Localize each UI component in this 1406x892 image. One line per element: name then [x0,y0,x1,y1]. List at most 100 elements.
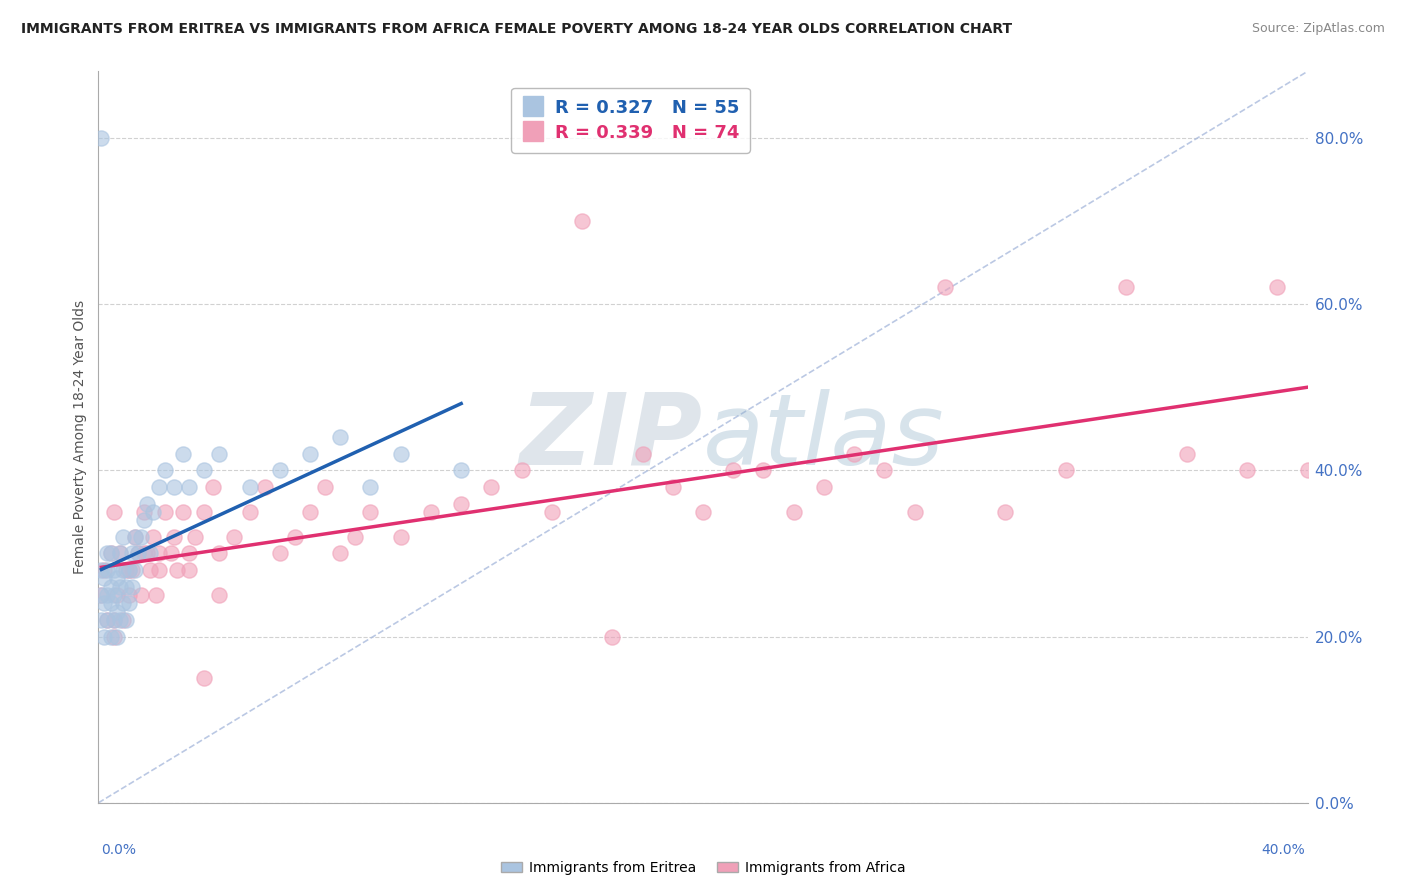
Point [284,530,307,544]
Legend: Immigrants from Eritrea, Immigrants from Africa: Immigrants from Eritrea, Immigrants from… [495,855,911,880]
Point [1267,280,1289,294]
Point [100,546,122,560]
Point [166,563,188,577]
Point [103,613,125,627]
Point [723,463,745,477]
Legend: R = 0.327   N = 55, R = 0.339   N = 74: R = 0.327 N = 55, R = 0.339 N = 74 [512,87,749,153]
Point [93,630,115,644]
Point [269,546,291,560]
Point [299,505,322,519]
Point [329,430,352,444]
Point [129,530,152,544]
Point [142,530,165,544]
Point [692,505,714,519]
Point [139,546,162,560]
Text: 40.0%: 40.0% [1261,843,1305,857]
Point [142,505,165,519]
Point [121,563,143,577]
Point [111,563,134,577]
Point [153,505,176,519]
Point [124,530,146,544]
Point [389,530,412,544]
Point [124,530,146,544]
Point [103,588,125,602]
Point [202,480,225,494]
Point [118,563,141,577]
Point [93,571,115,585]
Point [111,613,134,627]
Point [904,505,927,519]
Point [103,505,125,519]
Point [103,563,125,577]
Point [127,546,149,560]
Point [93,596,115,610]
Point [108,613,131,627]
Point [96,613,118,627]
Point [148,563,170,577]
Point [314,480,336,494]
Point [103,613,125,627]
Point [1115,280,1137,294]
Point [360,505,382,519]
Point [571,214,593,228]
Point [100,596,122,610]
Text: atlas: atlas [703,389,945,485]
Point [132,505,155,519]
Text: Source: ZipAtlas.com: Source: ZipAtlas.com [1251,22,1385,36]
Point [239,480,262,494]
Point [105,571,128,585]
Point [994,505,1017,519]
Point [132,546,155,560]
Point [118,563,141,577]
Point [121,546,143,560]
Point [163,530,186,544]
Point [873,463,896,477]
Point [96,546,118,560]
Point [111,530,134,544]
Point [344,530,367,544]
Point [269,463,291,477]
Point [118,596,141,610]
Point [179,563,201,577]
Point [90,613,112,627]
Point [96,563,118,577]
Point [96,613,118,627]
Point [100,546,122,560]
Point [108,546,131,560]
Point [100,630,122,644]
Point [111,596,134,610]
Point [184,530,207,544]
Point [90,563,112,577]
Point [813,480,835,494]
Point [239,505,262,519]
Point [179,546,201,560]
Point [1175,447,1198,461]
Point [934,280,956,294]
Point [103,630,125,644]
Point [193,671,215,685]
Point [481,480,503,494]
Point [172,447,194,461]
Point [450,463,472,477]
Text: IMMIGRANTS FROM ERITREA VS IMMIGRANTS FROM AFRICA FEMALE POVERTY AMONG 18-24 YEA: IMMIGRANTS FROM ERITREA VS IMMIGRANTS FR… [21,22,1012,37]
Point [253,480,276,494]
Point [208,546,231,560]
Point [783,505,806,519]
Point [114,563,136,577]
Point [540,505,562,519]
Point [661,480,683,494]
Point [1296,463,1319,477]
Point [105,588,128,602]
Point [90,131,112,145]
Point [90,588,112,602]
Point [179,480,201,494]
Point [450,497,472,511]
Point [153,463,176,477]
Point [105,630,128,644]
Point [602,630,624,644]
Point [105,605,128,619]
Point [108,546,131,560]
Text: 0.0%: 0.0% [101,843,136,857]
Point [124,563,146,577]
Point [389,447,412,461]
